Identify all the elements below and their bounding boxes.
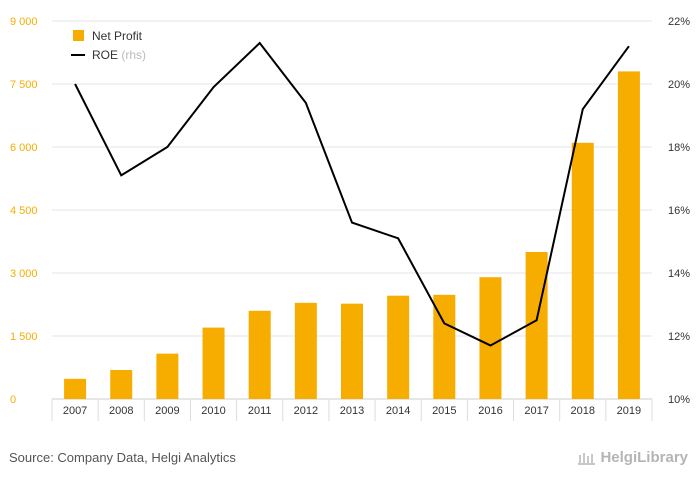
x-tick-label: 2017 bbox=[524, 405, 548, 417]
bar-net-profit bbox=[294, 302, 317, 399]
line-roe bbox=[74, 41, 630, 347]
bar-net-profit bbox=[525, 252, 548, 399]
bar-net-profit bbox=[479, 277, 502, 399]
brand-logo: HelgiLibrary bbox=[578, 449, 688, 466]
y-right-tick-label: 12% bbox=[668, 331, 690, 343]
brand-name: HelgiLibrary bbox=[600, 449, 688, 466]
x-tick-label: 2018 bbox=[571, 405, 595, 417]
y-right-tick-label: 10% bbox=[668, 394, 690, 406]
x-tick-label: 2016 bbox=[478, 405, 502, 417]
y-left-tick-label: 9 000 bbox=[10, 16, 38, 28]
y-left-tick-label: 0 bbox=[10, 394, 16, 406]
bar-net-profit bbox=[387, 295, 410, 399]
y-right-tick-label: 20% bbox=[668, 79, 690, 91]
bar-net-profit bbox=[571, 142, 594, 400]
y-left-tick-label: 7 500 bbox=[10, 79, 38, 91]
x-tick-label: 2007 bbox=[63, 405, 87, 417]
bar-net-profit bbox=[248, 310, 271, 399]
y-left-tick-label: 6 000 bbox=[10, 142, 38, 154]
y-left-tick-label: 3 000 bbox=[10, 268, 38, 280]
x-tick-label: 2013 bbox=[340, 405, 364, 417]
library-icon bbox=[578, 452, 596, 465]
bar-net-profit bbox=[156, 353, 179, 399]
bar-net-profit bbox=[110, 370, 133, 399]
legend-swatch-net-profit[interactable] bbox=[73, 30, 84, 41]
legend-label-roe[interactable]: ROE (rhs) bbox=[92, 48, 146, 62]
bar-net-profit bbox=[64, 378, 87, 399]
bar-net-profit bbox=[202, 327, 225, 399]
source-note: Source: Company Data, Helgi Analytics bbox=[9, 450, 236, 465]
x-tick-label: 2014 bbox=[386, 405, 410, 417]
y-left-tick-label: 1 500 bbox=[10, 331, 38, 343]
bar-net-profit bbox=[617, 71, 640, 400]
x-tick-label: 2012 bbox=[294, 405, 318, 417]
y-right-tick-label: 22% bbox=[668, 16, 690, 28]
x-tick-label: 2011 bbox=[248, 405, 272, 417]
y-right-tick-label: 16% bbox=[668, 205, 690, 217]
legend-label-roe-suffix: (rhs) bbox=[121, 48, 146, 62]
legend-label-net-profit[interactable]: Net Profit bbox=[92, 29, 143, 43]
bar-net-profit bbox=[433, 294, 456, 399]
y-right-tick-label: 14% bbox=[668, 268, 690, 280]
y-right-tick-label: 18% bbox=[668, 142, 690, 154]
x-tick-label: 2010 bbox=[201, 405, 225, 417]
chart-canvas: 0 10% 1 500 12% 3 000 14% 4 500 16% 6 000 18% 7 50… bbox=[10, 16, 690, 421]
x-tick-label: 2015 bbox=[432, 405, 456, 417]
bar-net-profit bbox=[341, 303, 363, 399]
y-left-tick-label: 4 500 bbox=[10, 205, 38, 217]
x-tick-label: 2019 bbox=[617, 405, 641, 417]
x-tick-label: 2009 bbox=[155, 405, 179, 417]
x-tick-label: 2008 bbox=[109, 405, 133, 417]
